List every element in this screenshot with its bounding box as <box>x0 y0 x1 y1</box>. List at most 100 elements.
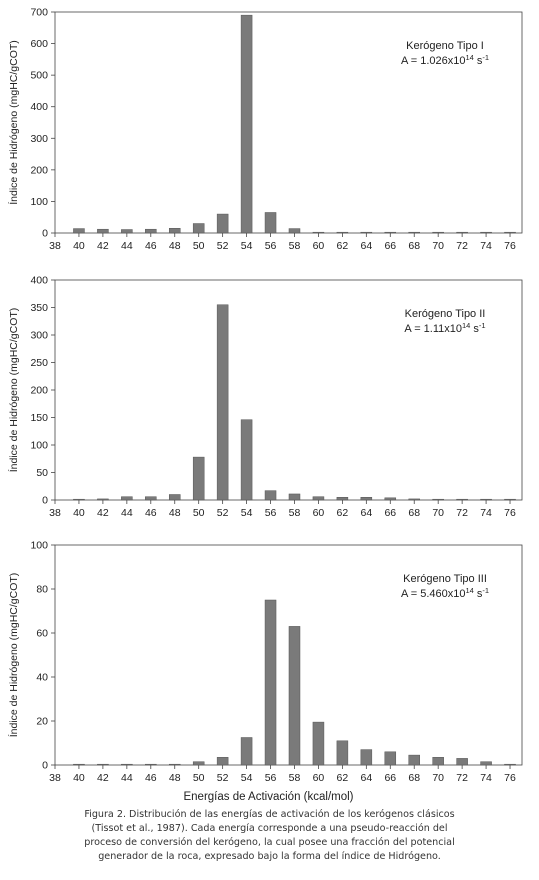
bar <box>73 498 85 501</box>
bar <box>145 496 157 501</box>
y-tick-label: 40 <box>36 672 48 684</box>
bar <box>384 497 397 501</box>
bar <box>192 223 205 234</box>
bar <box>216 213 229 234</box>
x-tick-label: 42 <box>97 507 109 519</box>
bar <box>456 231 468 234</box>
bar <box>504 231 516 234</box>
caption-line-4: generador de la roca, expresado bajo la … <box>98 851 441 862</box>
bar <box>121 496 133 501</box>
y-tick-label: 700 <box>30 7 48 19</box>
bar <box>97 763 109 766</box>
x-tick-label: 54 <box>241 240 253 252</box>
bar <box>288 228 301 234</box>
y-tick-label: 350 <box>30 302 48 314</box>
bar <box>192 761 205 766</box>
bar <box>240 419 253 501</box>
x-tick-label: 58 <box>289 240 301 252</box>
x-tick-label: 64 <box>360 507 372 519</box>
x-tick-label: 76 <box>504 240 516 252</box>
x-tick-label: 72 <box>456 507 468 519</box>
x-axis-label: Energías de Activación (kcal/mol) <box>183 791 353 803</box>
x-tick-label: 48 <box>169 240 181 252</box>
x-tick-label: 46 <box>145 507 157 519</box>
bar <box>312 231 325 234</box>
y-tick-label: 80 <box>36 584 48 596</box>
y-tick-label: 100 <box>30 540 48 552</box>
bar <box>384 231 397 234</box>
bar <box>360 749 373 766</box>
bar <box>312 496 325 501</box>
y-tick-label: 60 <box>36 628 48 640</box>
x-tick-label: 40 <box>73 507 85 519</box>
bar <box>336 231 349 234</box>
y-tick-label: 20 <box>36 716 48 728</box>
x-tick-label: 60 <box>313 240 325 252</box>
bar <box>240 14 253 234</box>
bar <box>192 456 205 501</box>
bar <box>121 763 133 766</box>
bar <box>336 497 349 501</box>
x-tick-label: 62 <box>337 507 349 519</box>
bar <box>240 737 253 766</box>
x-tick-label: 68 <box>408 240 420 252</box>
bar <box>408 498 420 501</box>
y-tick-label: 300 <box>30 330 48 342</box>
y-tick-label: 0 <box>42 495 48 507</box>
bar <box>384 751 397 766</box>
x-tick-label: 60 <box>313 772 325 784</box>
bar <box>504 763 516 766</box>
x-tick-label: 52 <box>217 507 229 519</box>
x-tick-label: 70 <box>432 507 444 519</box>
kerogen-type-label: Kerógeno Tipo I <box>406 40 484 52</box>
bar <box>336 740 349 766</box>
bar <box>97 228 109 234</box>
bar <box>73 228 85 234</box>
x-tick-label: 72 <box>456 772 468 784</box>
y-tick-label: 100 <box>30 196 48 208</box>
y-tick-label: 300 <box>30 133 48 145</box>
bar <box>264 490 277 501</box>
x-tick-label: 62 <box>337 240 349 252</box>
figure-caption: Figura 2. Distribución de las energías d… <box>30 808 509 864</box>
y-tick-label: 250 <box>30 357 48 369</box>
x-tick-label: 50 <box>193 507 205 519</box>
caption-line-2: (Tissot et al., 1987). Cada energía corr… <box>91 823 448 834</box>
bar <box>73 763 85 766</box>
caption-line-3: proceso de conversión del kerógeno, la c… <box>84 837 455 848</box>
x-tick-label: 42 <box>97 772 109 784</box>
x-tick-label: 68 <box>408 772 420 784</box>
y-axis-label: Índice de Hidrógeno (mgHC/gCOT) <box>7 308 20 473</box>
bar <box>216 757 229 766</box>
x-tick-label: 68 <box>408 507 420 519</box>
x-tick-label: 74 <box>480 240 492 252</box>
x-tick-label: 52 <box>217 240 229 252</box>
x-tick-label: 50 <box>193 772 205 784</box>
x-tick-label: 38 <box>49 507 61 519</box>
bar <box>145 228 157 234</box>
x-tick-label: 74 <box>480 772 492 784</box>
x-tick-label: 74 <box>480 507 492 519</box>
y-tick-label: 200 <box>30 385 48 397</box>
x-tick-label: 46 <box>145 240 157 252</box>
bar <box>408 754 420 766</box>
y-axis-label: Índice de Hidrógeno (mgHC/gCOT) <box>7 573 20 738</box>
y-tick-label: 200 <box>30 164 48 176</box>
x-tick-label: 38 <box>49 772 61 784</box>
x-tick-label: 38 <box>49 240 61 252</box>
x-tick-label: 76 <box>504 507 516 519</box>
bar <box>288 626 301 766</box>
x-tick-label: 54 <box>241 772 253 784</box>
kerogen-type-label: Kerógeno Tipo III <box>403 573 487 585</box>
bar <box>264 599 277 766</box>
bar <box>432 757 444 766</box>
x-tick-label: 44 <box>121 772 133 784</box>
pre-exponential-factor: A = 1.11x1014 s-1 <box>404 321 485 335</box>
x-tick-label: 48 <box>169 507 181 519</box>
pre-exponential-factor: A = 5.460x1014 s-1 <box>401 586 489 600</box>
bar <box>168 228 181 234</box>
y-tick-label: 150 <box>30 412 48 424</box>
x-tick-label: 56 <box>265 507 277 519</box>
x-tick-label: 58 <box>289 507 301 519</box>
x-tick-label: 64 <box>360 240 372 252</box>
